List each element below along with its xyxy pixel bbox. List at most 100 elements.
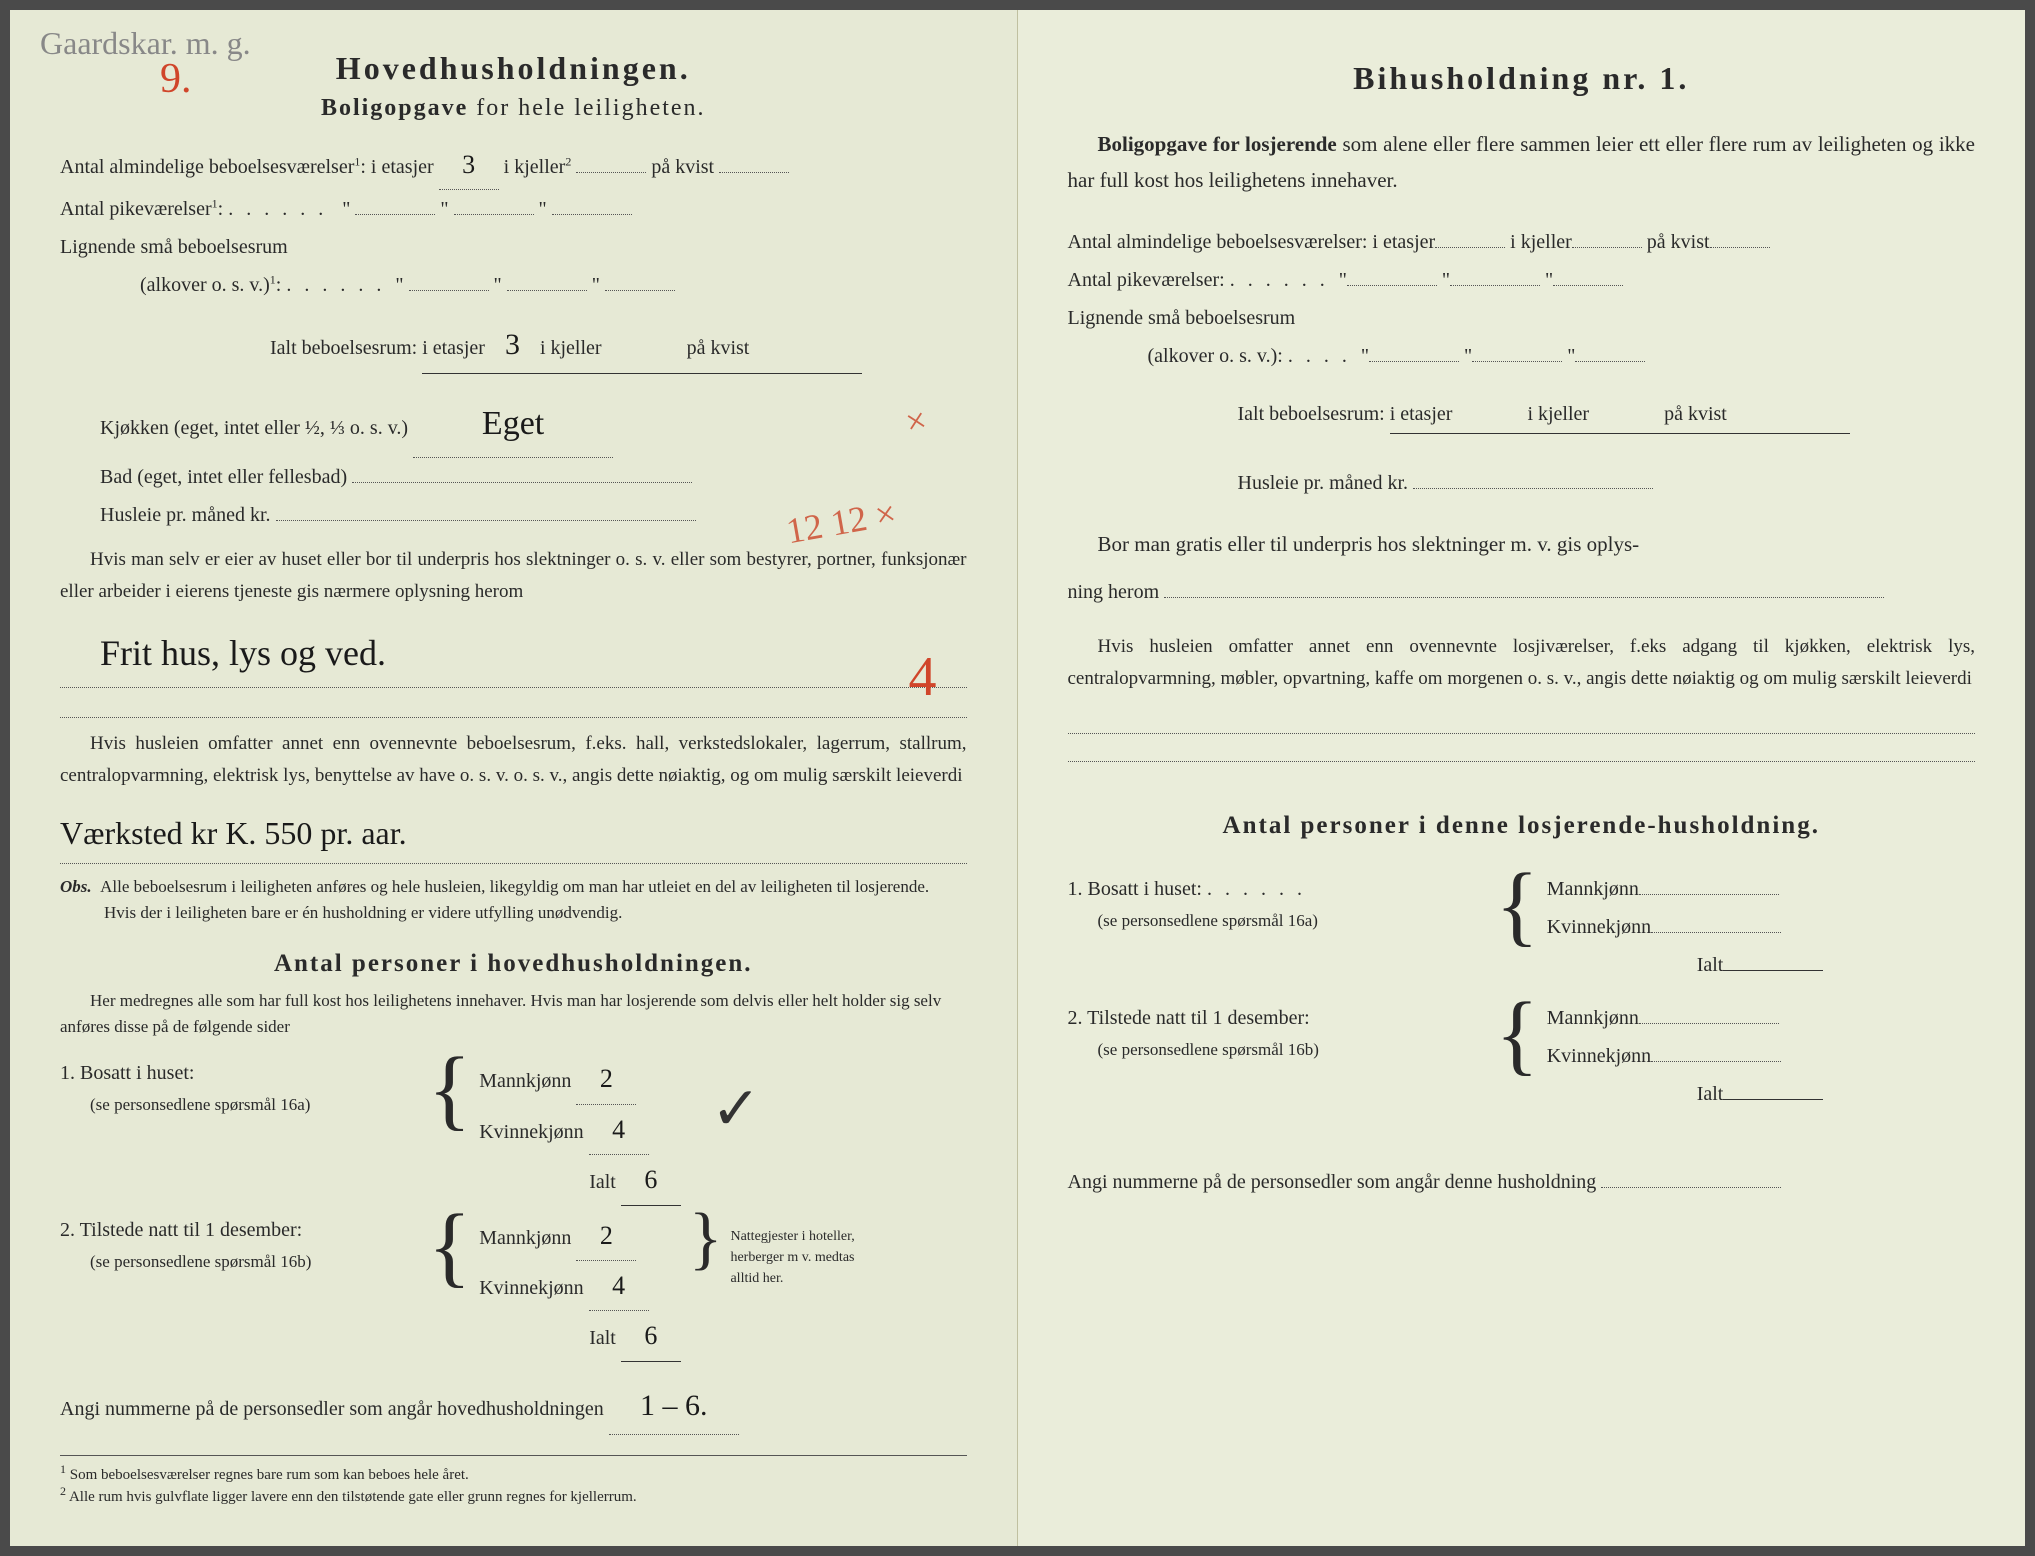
q1: " <box>342 198 350 220</box>
subtitle: Boligopgave for hele leiligheten. <box>60 95 967 122</box>
rq1-values: Mannkjønn Kvinnekjønn Ialt <box>1547 870 1824 984</box>
brace-icon: { <box>1496 870 1539 942</box>
rq1-m: Mannkjønn <box>1547 870 1824 908</box>
l1-mid3: på kvist <box>651 156 714 178</box>
rl3b: (alkover o. s. v.): <box>1148 345 1283 367</box>
q2-t: 6 <box>621 1311 681 1361</box>
blank <box>1723 1099 1823 1100</box>
document-spread: Gaardskar. m. g. 9. Hovedhusholdningen. … <box>10 10 2025 1546</box>
blank <box>355 214 435 215</box>
rq1-t: Ialt <box>1547 946 1824 984</box>
line-kitchen: Kjøkken (eget, intet eller ½, ⅓ o. s. v.… <box>60 392 967 458</box>
red-cross: × <box>899 386 933 457</box>
r-angi-text: Angi nummerne på de personsedler som ang… <box>1068 1171 1597 1193</box>
q2-m: 2 <box>576 1211 636 1261</box>
blank <box>1413 488 1653 489</box>
l4-mid3: på kvist <box>687 337 750 359</box>
q1-k: 4 <box>589 1105 649 1155</box>
obs-label: Obs. <box>60 877 92 896</box>
blank <box>1450 285 1540 286</box>
l5-val: Eget <box>413 392 613 458</box>
checkmark: ✓ <box>711 1074 761 1144</box>
angi-val: 1 – 6. <box>609 1377 739 1435</box>
blank <box>552 214 632 215</box>
line-alkover-a: Lignende små beboelsesrum <box>60 228 967 266</box>
q1-sub: (se personsedlene spørsmål 16a) <box>60 1092 420 1118</box>
angi-line: Angi nummerne på de personsedler som ang… <box>60 1377 967 1435</box>
obs-text2: Hvis der i leiligheten bare er én hushol… <box>60 903 622 922</box>
para-extras: Hvis husleien omfatter annet enn ovennev… <box>60 728 967 793</box>
r-section-title: Antal personer i denne losjerende-hushol… <box>1068 812 1976 840</box>
q2-values: Mannkjønn 2 Kvinnekjønn 4 Ialt 6 <box>479 1211 681 1362</box>
line-alkover-b: (alkover o. s. v.)1: . . . . . . " " " <box>60 266 967 304</box>
hw2: Værksted kr K. 550 pr. aar. <box>60 815 407 851</box>
blank <box>1572 247 1642 248</box>
rq1: " <box>1339 269 1347 291</box>
q4: " <box>395 274 403 296</box>
blank-line-r1 <box>1068 706 1976 734</box>
blank <box>409 290 489 291</box>
obs-text: Alle beboelsesrum i leiligheten anføres … <box>100 877 929 896</box>
blank <box>1553 285 1623 286</box>
line-ialt: Ialt beboelsesrum: i etasjer 3 i kjeller… <box>60 316 967 374</box>
q1-row: 1. Bosatt i huset: (se personsedlene spø… <box>60 1054 967 1205</box>
blank <box>1710 247 1770 248</box>
l4-val: 3 <box>490 328 535 361</box>
q1-label: 1. Bosatt i huset: <box>60 1054 420 1092</box>
rq2-m: Mannkjønn <box>1547 999 1824 1037</box>
q2-row: 2. Tilstede natt til 1 desember: (se per… <box>60 1211 967 1362</box>
handwritten-line2: Værksted kr K. 550 pr. aar. <box>60 803 967 865</box>
brace-icon: { <box>428 1054 471 1126</box>
mann2: Mannkjønn <box>479 1227 571 1249</box>
r-para1: Bor man gratis eller til underpris hos s… <box>1068 527 1976 563</box>
subtitle-rest: for hele leiligheten. <box>468 95 705 121</box>
rq2-k: Kvinnekjønn <box>1547 1037 1824 1075</box>
r-l2: Antal pikeværelser: . . . . . . " " " <box>1068 261 1976 299</box>
section2-title: Antal personer i hovedhusholdningen. <box>60 950 967 978</box>
rq1-sub: (se personsedlene spørsmål 16a) <box>1068 908 1488 934</box>
l1-val1: 3 <box>439 140 499 190</box>
blank <box>1651 1061 1781 1062</box>
rialt2: Ialt <box>1697 1083 1724 1105</box>
q2-k: 4 <box>589 1261 649 1311</box>
l5-frac: ½, ⅓ o. s. v.) <box>305 417 408 439</box>
q2-sub: (se personsedlene spørsmål 16b) <box>60 1249 420 1275</box>
red-number-9: 9. <box>160 55 192 103</box>
intro-bold: Boligopgave for losjerende <box>1098 132 1337 156</box>
q1-values: Mannkjønn 2 Kvinnekjønn 4 Ialt 6 <box>479 1054 681 1205</box>
angi-text: Angi nummerne på de personsedler som ang… <box>60 1398 604 1420</box>
rq6: " <box>1567 345 1575 367</box>
r-para1b-line: ning herom <box>1068 573 1976 611</box>
kvinne: Kvinnekjønn <box>479 1121 583 1143</box>
l7: Husleie pr. måned kr. <box>100 504 271 526</box>
line-pike: Antal pikeværelser1: . . . . . . " " " <box>60 190 967 228</box>
q1-t: 6 <box>621 1155 681 1205</box>
l3b: (alkover o. s. v.) <box>140 274 270 296</box>
q2-k-row: Kvinnekjønn 4 <box>479 1261 681 1311</box>
rq2-left: 2. Tilstede natt til 1 desember: (se per… <box>1068 999 1488 1063</box>
blank <box>1472 361 1562 362</box>
rq2-t: Ialt <box>1547 1075 1824 1113</box>
l1-pre: Antal almindelige beboelsesværelser <box>60 156 354 178</box>
blank <box>1639 1023 1779 1024</box>
fn2: Alle rum hvis gulvflate ligger lavere en… <box>69 1489 637 1505</box>
r-l1: Antal almindelige beboelsesværelser: i e… <box>1068 223 1976 261</box>
bath-blank <box>352 482 692 483</box>
q1-m-row: Mannkjønn 2 <box>479 1054 681 1104</box>
rq3: " <box>1545 269 1553 291</box>
rl4: Ialt beboelsesrum: <box>1238 403 1385 425</box>
rq5: " <box>1464 345 1472 367</box>
rl4c: på kvist <box>1664 403 1727 425</box>
q1-t-row: Ialt 6 <box>479 1155 681 1205</box>
dots2: . . . . . . <box>286 274 385 296</box>
section2-intro: Her medregnes alle som har full kost hos… <box>60 988 967 1039</box>
r-ialt: Ialt beboelsesrum: i etasjer i kjeller p… <box>1068 395 1976 434</box>
blank <box>1575 361 1645 362</box>
fn1: Som beboelsesværelser regnes bare rum so… <box>70 1467 469 1483</box>
rialt: Ialt <box>1697 954 1724 976</box>
dots-r: . . . . . . <box>1230 269 1329 291</box>
brace-icon: { <box>1496 999 1539 1071</box>
rq1-k: Kvinnekjønn <box>1547 908 1824 946</box>
pencil-annotation: Gaardskar. m. g. <box>40 25 251 62</box>
rq1-l: 1. Bosatt i huset: . . . . . . <box>1068 870 1488 908</box>
